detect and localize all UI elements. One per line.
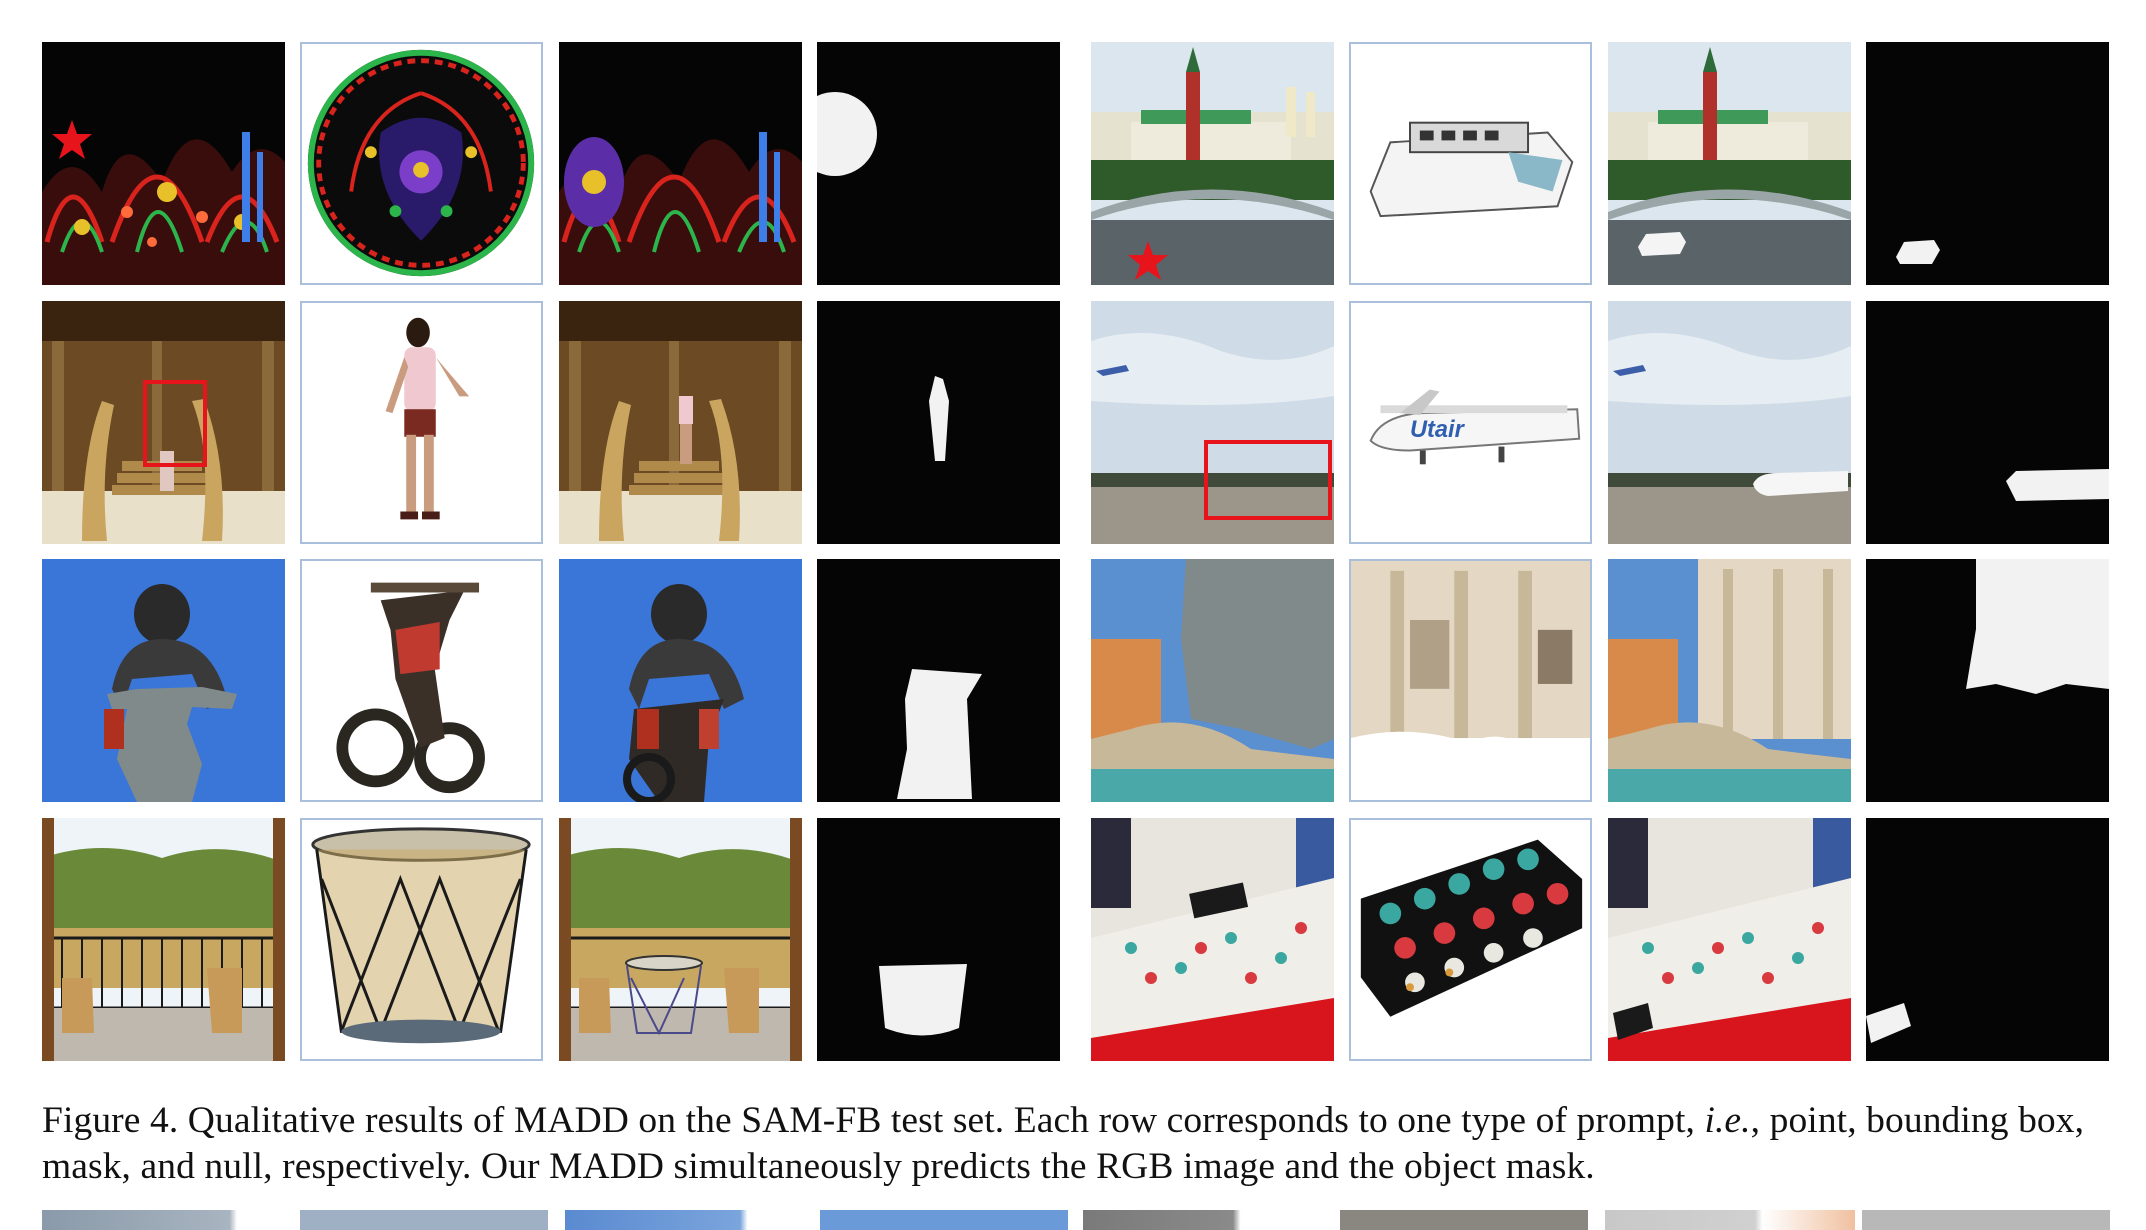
r4-left-background: [42, 818, 285, 1061]
r3-right-mask: [1866, 559, 2109, 802]
next-figure-tile-8: [1862, 1210, 2110, 1230]
r4-left-composite: [559, 818, 802, 1061]
r3-left-composite: [559, 559, 802, 802]
r1-right-foreground: [1349, 42, 1592, 285]
r2-left-composite: [559, 301, 802, 544]
svg-text:Utair: Utair: [1410, 417, 1466, 443]
next-figure-tile-4: [820, 1210, 1068, 1230]
next-figure-tile-6: [1340, 1210, 1588, 1230]
r2-left-foreground: [300, 301, 543, 544]
r1-right-background: [1091, 42, 1334, 285]
r1-left-composite: [559, 42, 802, 285]
caption-text-1: Qualitative results of MADD on the SAM-F…: [178, 1100, 1705, 1141]
r1-left-background: [42, 42, 285, 285]
r4-right-mask: [1866, 818, 2109, 1061]
r2-left-mask: [817, 301, 1060, 544]
next-figure-tile-7: [1605, 1210, 1855, 1230]
r2-right-foreground: Utair: [1349, 301, 1592, 544]
r1-left-foreground: [300, 42, 543, 285]
next-figure-tile-1: [42, 1210, 292, 1230]
caption-italic: i.e.: [1704, 1100, 1751, 1141]
r3-left-mask: [817, 559, 1060, 802]
next-figure-tile-5: [1083, 1210, 1333, 1230]
r2-right-mask: [1866, 301, 2109, 544]
r1-left-mask: [817, 42, 1060, 285]
r4-right-foreground: [1349, 818, 1592, 1061]
r1-right-mask: [1866, 42, 2109, 285]
r3-left-background: [42, 559, 285, 802]
r2-left-box-prompt: [143, 380, 207, 467]
r1-left-star-prompt-icon: [50, 118, 94, 162]
caption-text-2: , point, bounding box, mask, and null, r…: [42, 1100, 2085, 1187]
next-figure-tile-3: [565, 1210, 815, 1230]
r2-left-background: [42, 301, 285, 544]
r2-right-background: [1091, 301, 1334, 544]
r3-right-composite: [1608, 559, 1851, 802]
r3-right-foreground: [1349, 559, 1592, 802]
r3-left-foreground: [300, 559, 543, 802]
r2-right-composite: [1608, 301, 1851, 544]
figure-label: Figure 4.: [42, 1100, 179, 1141]
r4-right-background: [1091, 818, 1334, 1061]
r2-right-box-prompt: [1204, 440, 1332, 520]
r1-right-star-prompt-icon: [1126, 239, 1170, 283]
r4-left-mask: [817, 818, 1060, 1061]
r1-right-composite: [1608, 42, 1851, 285]
figure-caption: Figure 4. Qualitative results of MADD on…: [42, 1098, 2112, 1190]
r3-right-background: [1091, 559, 1334, 802]
r4-left-foreground: [300, 818, 543, 1061]
r4-right-composite: [1608, 818, 1851, 1061]
next-figure-tile-2: [300, 1210, 548, 1230]
